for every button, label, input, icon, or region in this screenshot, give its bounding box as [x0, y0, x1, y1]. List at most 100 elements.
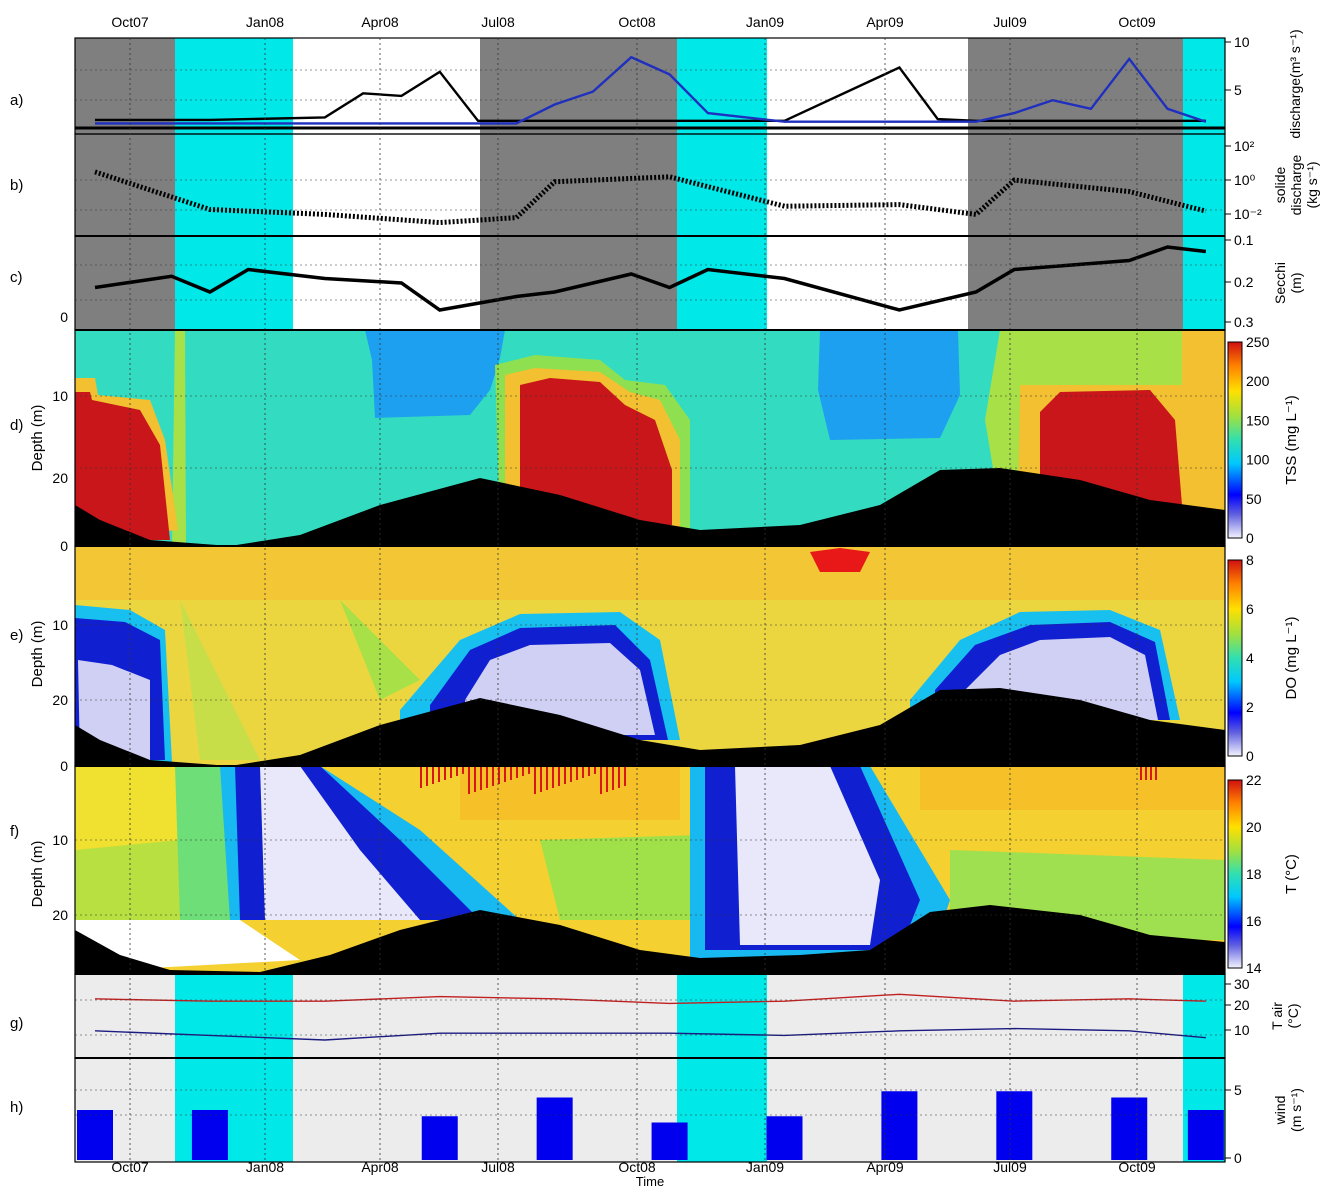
colorbar [1227, 779, 1243, 969]
panel-letter: f) [10, 823, 19, 840]
panel-h-wind-bars [77, 1091, 1224, 1160]
wind-bar [881, 1091, 918, 1160]
depth-tick-label: 10 [52, 388, 68, 404]
warm-streak [1145, 766, 1147, 780]
season-band [677, 38, 767, 330]
top-tick-label: Jul08 [481, 14, 515, 30]
panel-e-do-heatmap [75, 546, 1225, 766]
warm-streak [480, 766, 482, 790]
tss-river-bed [75, 468, 1225, 546]
top-tick-label: Apr09 [866, 14, 904, 30]
warm-streak [420, 766, 422, 788]
depth-tick-label: 20 [52, 470, 68, 486]
warm-streak [600, 766, 602, 794]
right-tick-label: 10² [1234, 138, 1255, 154]
warm-streak [426, 766, 428, 786]
do-mixing-band-1 [180, 600, 260, 760]
wind-bar [536, 1097, 573, 1160]
warm-streak [456, 766, 458, 776]
warm-streak [522, 766, 524, 776]
depth-axis-label: Depth (m) [29, 405, 46, 472]
panel-letter: h) [10, 1099, 23, 1116]
warm-streak [588, 766, 590, 776]
depth-axis-label: Depth (m) [29, 841, 46, 908]
colorbar [1227, 341, 1243, 539]
right-tick-label: 10 [1234, 34, 1250, 50]
warm-streak [486, 766, 488, 788]
top-tick-label: Apr08 [361, 14, 399, 30]
series-line [94, 245, 1207, 312]
warm-streak [618, 766, 620, 788]
warm-streak [576, 766, 578, 780]
wind-bar [1187, 1110, 1224, 1160]
right-axis-label: (°C) [1285, 1003, 1301, 1028]
season-band [293, 38, 480, 330]
top-tick-label: Oct07 [111, 14, 149, 30]
right-tick-label: 0.3 [1234, 314, 1254, 330]
warm-streak [612, 766, 614, 790]
right-axis-label: (m s⁻¹) [1288, 1088, 1304, 1132]
bottom-time-tick-labels: Oct07 Jan08 Apr08 Jul08 Oct08 Jan09 Apr09 Jul09… [111, 1159, 1156, 1175]
season-band [1183, 38, 1225, 330]
season-band [175, 38, 293, 330]
panel-letter: b) [10, 177, 23, 194]
tss-band-dec09 [1182, 330, 1225, 512]
series-points [94, 169, 1207, 226]
warm-streak [450, 766, 452, 778]
warm-streak [444, 766, 446, 780]
colorbar-tick-label: 14 [1246, 960, 1262, 976]
wind-bar [651, 1122, 688, 1160]
right-axis-label: wind [1272, 1096, 1288, 1126]
tss-band-nov07 [172, 330, 186, 546]
right-axis-label: (kg s⁻¹) [1304, 161, 1320, 208]
wind-bar [1111, 1097, 1148, 1160]
panel-a-series-lines [95, 55, 1207, 125]
warm-streak [534, 766, 536, 794]
warm-streak [558, 766, 560, 786]
colorbar-tick-label: 20 [1246, 819, 1262, 835]
bottom-tick-label: Jul08 [481, 1159, 515, 1175]
left-axis-ticks: 10 20 0 Depth (m) 10 20 0 Depth (m) 10 20 Depth (m… [29, 309, 68, 923]
wind-bar [421, 1116, 458, 1160]
panel-letter: d) [10, 417, 23, 434]
season-band [480, 38, 677, 330]
warm-streak [432, 766, 434, 784]
colorbar-tick-label: 6 [1246, 601, 1254, 617]
warm-streak [474, 766, 476, 792]
panel-letter: e) [10, 627, 23, 644]
right-axis-label: discharge [1288, 154, 1304, 215]
warm-streak [606, 766, 608, 792]
panel-d-tss-heatmap [75, 330, 1225, 546]
warm-streak [582, 766, 584, 778]
bottom-tick-label: Jul09 [993, 1159, 1027, 1175]
depth-tick-label: 20 [52, 907, 68, 923]
colorbar-tick-label: 8 [1246, 552, 1254, 568]
warm-streak [546, 766, 548, 790]
secchi-left-tick: 0 [60, 309, 68, 325]
panel-letter: c) [10, 269, 23, 286]
depth-tick-label: 10 [52, 832, 68, 848]
temperature-river-bed [75, 905, 1225, 974]
wind-bar [77, 1110, 113, 1160]
bottom-tick-label: Oct09 [1118, 1159, 1156, 1175]
depth-axis-label: Depth (m) [29, 621, 46, 688]
warm-streak [540, 766, 542, 792]
panel-f-temperature-heatmap [75, 766, 1225, 974]
dotted-grid [75, 38, 1225, 1162]
top-tick-label: Jan08 [246, 14, 284, 30]
colorbar-tick-label: 50 [1246, 491, 1262, 507]
series-line [95, 55, 1207, 125]
season-band-lower [677, 974, 767, 1162]
series-line [95, 66, 1206, 123]
do-anoxia-2007 [78, 660, 150, 760]
panel-letter: g) [10, 1015, 23, 1032]
top-time-tick-labels: Oct07 Jan08 Apr08 Jul08 Oct08 Jan09 Apr09 Jul09… [111, 14, 1156, 30]
colorbar-label: TSS (mg L⁻¹) [1283, 395, 1300, 485]
warm-streak [504, 766, 506, 782]
right-tick-label: 5 [1234, 82, 1242, 98]
warm-streak [516, 766, 518, 778]
bottom-tick-label: Apr09 [866, 1159, 904, 1175]
right-tick-label: 0.1 [1234, 232, 1254, 248]
colorbar-tick-label: 18 [1246, 866, 1262, 882]
right-tick-label: 20 [1234, 997, 1250, 1013]
